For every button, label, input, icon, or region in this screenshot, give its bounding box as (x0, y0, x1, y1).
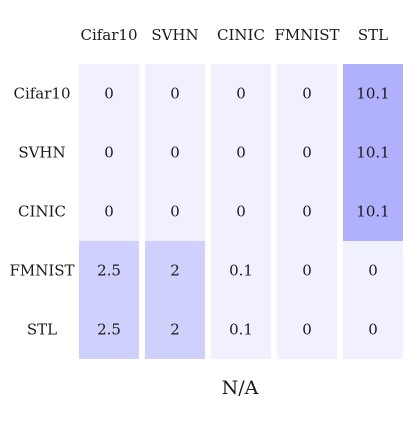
cell-value: 0.1 (229, 262, 253, 280)
cell-value: 2.5 (97, 321, 121, 339)
cell-value: 2 (170, 262, 180, 280)
row-label: CINIC (18, 203, 66, 221)
heatmap-block (343, 241, 403, 359)
cell-value: 0 (302, 321, 312, 339)
cell-value: 10.1 (356, 85, 389, 103)
cell-value: 0 (302, 262, 312, 280)
cell-value: 0 (302, 85, 312, 103)
heatmap-block (211, 64, 271, 359)
heatmap-block (277, 64, 337, 359)
row-labels: Cifar10 SVHN CINIC FMNIST STL (9, 85, 74, 339)
heatmap-cells: 0 0 0 0 10.1 0 0 0 0 10.1 0 0 0 0 10.1 2.5 2 0.1 0 0 2.5 2 0.1… (97, 85, 390, 339)
heatmap-blocks (79, 64, 403, 359)
cell-value: 0 (170, 144, 180, 162)
cell-value: 2.5 (97, 262, 121, 280)
row-label: FMNIST (9, 262, 74, 280)
column-label: CINIC (217, 26, 265, 44)
heatmap-block (343, 64, 403, 241)
cell-value: 0 (302, 144, 312, 162)
column-label: SVHN (151, 26, 198, 44)
x-axis-label: N/A (222, 377, 259, 399)
column-label: Cifar10 (80, 26, 137, 44)
column-labels: Cifar10 SVHN CINIC FMNIST STL (80, 26, 388, 44)
cell-value: 0 (236, 203, 246, 221)
cell-value: 0 (170, 203, 180, 221)
cell-value: 0 (104, 144, 114, 162)
cell-value: 10.1 (356, 203, 389, 221)
cell-value: 0 (302, 203, 312, 221)
cell-value: 2 (170, 321, 180, 339)
heatmap-block (145, 64, 205, 241)
column-label: FMNIST (274, 26, 339, 44)
cell-value: 0 (236, 85, 246, 103)
cell-value: 10.1 (356, 144, 389, 162)
row-label: STL (27, 321, 57, 339)
heatmap-block (145, 241, 205, 359)
cell-value: 0.1 (229, 321, 253, 339)
cell-value: 0 (170, 85, 180, 103)
heatmap-block (79, 64, 139, 241)
column-label: STL (358, 26, 388, 44)
cell-value: 0 (104, 203, 114, 221)
row-label: SVHN (18, 144, 65, 162)
cell-value: 0 (368, 321, 378, 339)
cell-value: 0 (104, 85, 114, 103)
cell-value: 0 (368, 262, 378, 280)
heatmap-block (79, 241, 139, 359)
cell-value: 0 (236, 144, 246, 162)
row-label: Cifar10 (13, 85, 70, 103)
